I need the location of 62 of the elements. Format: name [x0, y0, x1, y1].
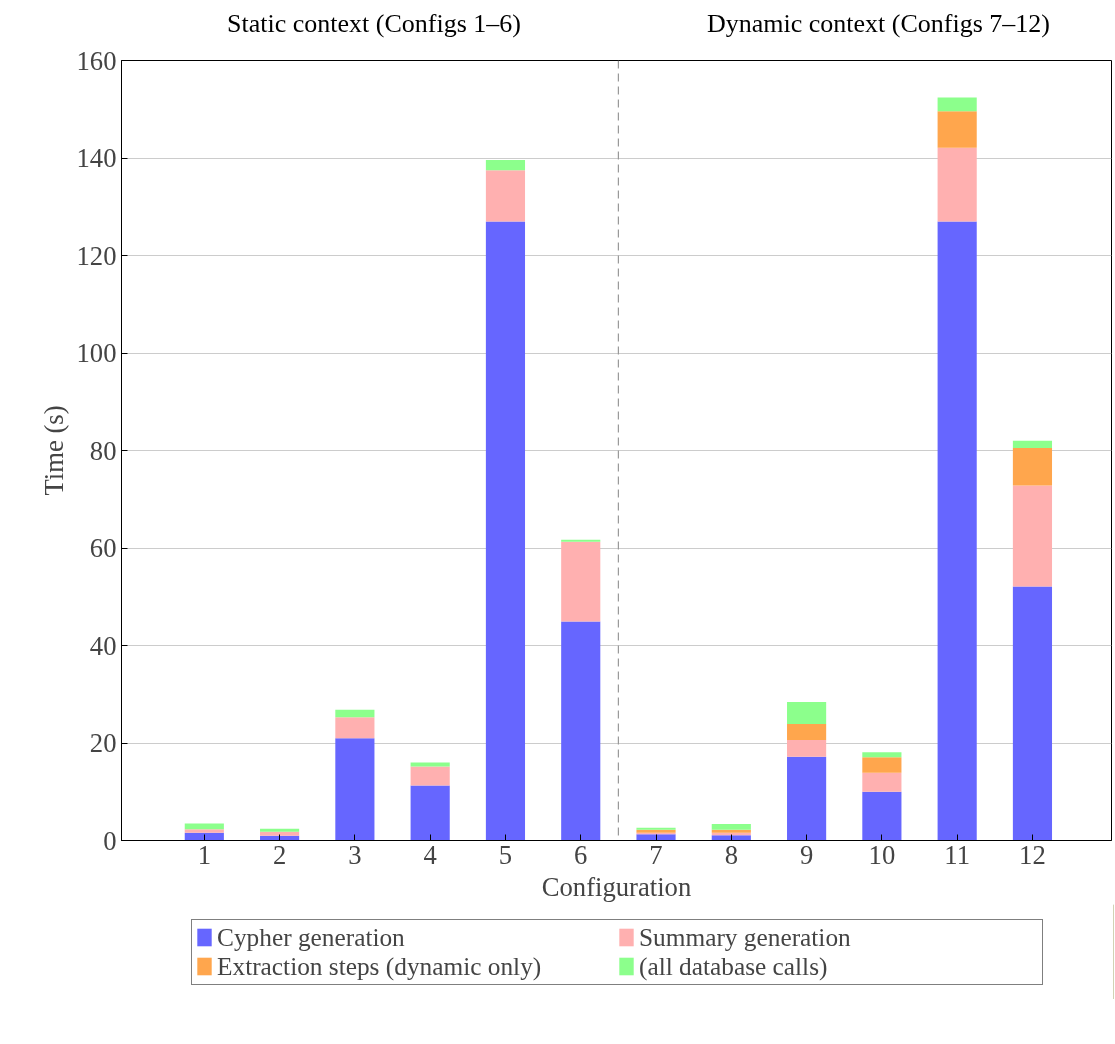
- bar: [862, 757, 902, 773]
- bar: [862, 752, 902, 758]
- bar: [335, 717, 375, 739]
- y-tick-label: 20: [89, 728, 117, 758]
- y-tick-label: 140: [76, 143, 117, 173]
- bar: [862, 791, 902, 841]
- bar: [937, 147, 977, 222]
- bar: [485, 170, 526, 222]
- x-tick-label: 8: [724, 839, 738, 870]
- x-tick-label: 6: [574, 839, 588, 870]
- bar: [1012, 440, 1053, 449]
- y-tick-label: 0: [103, 825, 117, 856]
- bar: [787, 723, 827, 741]
- y-tick-label: 40: [89, 630, 117, 661]
- bar: [862, 772, 902, 792]
- y-tick-label: 60: [89, 533, 117, 563]
- x-tick-label: 4: [423, 839, 437, 870]
- y-tick-label: 120: [76, 240, 117, 271]
- bar: [711, 835, 751, 841]
- legend-label: Extraction steps (dynamic only): [217, 951, 543, 981]
- bar: [561, 621, 601, 841]
- y-tick-label: 80: [89, 435, 117, 466]
- text: Dynamic context (Configs 7–12): [707, 8, 1050, 40]
- x-tick-label: 1: [197, 839, 211, 870]
- bar: [410, 766, 450, 786]
- bar: [787, 740, 827, 757]
- x-tick-label: 3: [348, 839, 362, 870]
- bar: [335, 709, 375, 718]
- x-tick-label: 12: [1019, 839, 1046, 870]
- bar: [711, 823, 751, 830]
- bar: [335, 738, 375, 841]
- bar: [184, 829, 224, 833]
- bar: [410, 785, 450, 841]
- bar: [636, 834, 676, 841]
- bar: [787, 756, 827, 841]
- x-tick-label: 11: [944, 839, 970, 870]
- y-tick-label: 160: [76, 45, 117, 76]
- legend-label: (all database calls): [639, 951, 829, 981]
- legend-label: Cypher generation: [217, 922, 406, 952]
- x-axis-title: Configuration: [541, 871, 692, 902]
- x-tick-label: 5: [498, 839, 513, 870]
- bar: [1012, 586, 1053, 841]
- bar: [485, 159, 526, 171]
- bar: [937, 111, 977, 148]
- bar: [937, 97, 977, 112]
- bar: [260, 828, 300, 832]
- bar: [1012, 485, 1053, 587]
- bar: [787, 702, 827, 724]
- x-tick-label: 7: [649, 839, 663, 870]
- bar: [260, 831, 300, 836]
- bar: [937, 221, 977, 841]
- y-tick-label: 100: [76, 338, 117, 368]
- text: Static context (Configs 1–6): [227, 8, 521, 40]
- x-tick-label: 10: [868, 839, 896, 870]
- y-axis-title: Time (s): [38, 405, 69, 496]
- x-tick-label: 2: [272, 839, 287, 870]
- x-tick-label: 9: [799, 839, 814, 870]
- legend-label: Summary generation: [639, 922, 852, 952]
- bar: [561, 541, 601, 622]
- bar: [1012, 448, 1053, 486]
- bar: [184, 823, 224, 830]
- bar: [485, 221, 526, 841]
